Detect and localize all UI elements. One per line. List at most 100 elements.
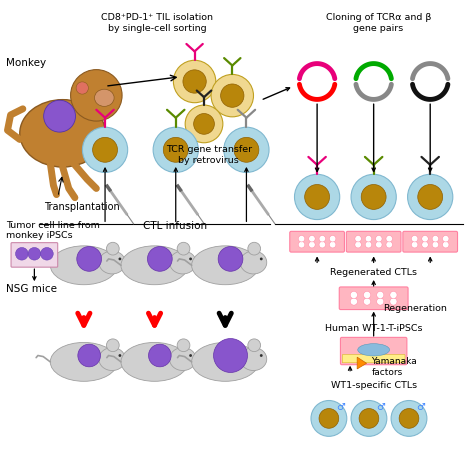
Text: WT1-specific CTLs: WT1-specific CTLs xyxy=(330,381,417,390)
Circle shape xyxy=(375,241,382,248)
Circle shape xyxy=(361,184,386,210)
Circle shape xyxy=(177,242,190,255)
Circle shape xyxy=(16,247,28,260)
FancyBboxPatch shape xyxy=(339,287,408,310)
Circle shape xyxy=(76,82,88,94)
Circle shape xyxy=(183,70,206,93)
Circle shape xyxy=(399,409,419,428)
Text: ♂: ♂ xyxy=(336,402,345,412)
Circle shape xyxy=(359,409,379,428)
Circle shape xyxy=(375,236,382,242)
Circle shape xyxy=(44,100,75,132)
Circle shape xyxy=(41,247,53,260)
Circle shape xyxy=(390,298,397,305)
Circle shape xyxy=(365,236,372,242)
Text: Regeneration: Regeneration xyxy=(383,304,447,313)
Circle shape xyxy=(177,339,190,352)
FancyBboxPatch shape xyxy=(11,243,58,267)
Circle shape xyxy=(107,242,119,255)
Circle shape xyxy=(390,292,397,299)
Circle shape xyxy=(211,74,254,117)
Circle shape xyxy=(422,236,428,242)
Text: TCR gene transfer
by retrovirus: TCR gene transfer by retrovirus xyxy=(166,145,252,164)
Circle shape xyxy=(28,247,41,260)
Circle shape xyxy=(305,184,329,210)
Text: ♂: ♂ xyxy=(416,402,425,412)
Ellipse shape xyxy=(170,347,196,371)
Circle shape xyxy=(294,174,340,219)
Ellipse shape xyxy=(99,251,126,274)
Circle shape xyxy=(260,257,263,260)
Circle shape xyxy=(386,236,392,242)
Text: Transplantation: Transplantation xyxy=(44,201,119,212)
Circle shape xyxy=(248,242,261,255)
Circle shape xyxy=(77,246,101,271)
Circle shape xyxy=(355,236,361,242)
Circle shape xyxy=(92,137,118,162)
Circle shape xyxy=(153,127,198,173)
Circle shape xyxy=(148,344,171,367)
Text: CTL infusion: CTL infusion xyxy=(143,220,207,230)
FancyBboxPatch shape xyxy=(340,337,407,365)
Circle shape xyxy=(364,298,371,305)
Polygon shape xyxy=(357,357,366,369)
Circle shape xyxy=(377,292,384,299)
Text: Yamanaka
factors: Yamanaka factors xyxy=(371,357,417,376)
Ellipse shape xyxy=(191,246,259,285)
Text: CD8⁺PD-1⁺ TIL isolation
by single-cell sorting: CD8⁺PD-1⁺ TIL isolation by single-cell s… xyxy=(101,13,213,33)
Circle shape xyxy=(411,236,418,242)
Ellipse shape xyxy=(358,344,390,356)
Circle shape xyxy=(408,174,453,219)
Circle shape xyxy=(260,354,263,357)
Circle shape xyxy=(311,401,347,437)
FancyBboxPatch shape xyxy=(346,231,401,252)
Ellipse shape xyxy=(121,342,188,381)
Ellipse shape xyxy=(50,246,118,285)
Ellipse shape xyxy=(240,347,267,371)
Circle shape xyxy=(189,354,192,357)
Circle shape xyxy=(350,292,357,299)
Text: Tumor cell line from
monkey iPSCs: Tumor cell line from monkey iPSCs xyxy=(6,220,100,240)
Circle shape xyxy=(386,241,392,248)
Circle shape xyxy=(218,246,243,271)
Circle shape xyxy=(329,236,336,242)
Ellipse shape xyxy=(20,100,106,167)
Circle shape xyxy=(350,298,357,305)
Circle shape xyxy=(443,236,449,242)
Circle shape xyxy=(164,137,188,162)
Circle shape xyxy=(432,236,438,242)
Circle shape xyxy=(377,298,384,305)
Circle shape xyxy=(364,292,371,299)
Circle shape xyxy=(298,241,305,248)
Circle shape xyxy=(443,241,449,248)
Circle shape xyxy=(78,344,100,367)
Circle shape xyxy=(118,257,121,260)
Circle shape xyxy=(319,241,326,248)
FancyBboxPatch shape xyxy=(342,355,405,363)
Circle shape xyxy=(107,339,119,352)
Text: Regenerated CTLs: Regenerated CTLs xyxy=(330,268,417,277)
Circle shape xyxy=(351,401,387,437)
Circle shape xyxy=(118,354,121,357)
Text: ♂: ♂ xyxy=(376,402,385,412)
Circle shape xyxy=(194,114,214,134)
Text: Cloning of TCRα and β
gene pairs: Cloning of TCRα and β gene pairs xyxy=(326,13,431,33)
Circle shape xyxy=(351,174,396,219)
Ellipse shape xyxy=(191,342,259,381)
Circle shape xyxy=(319,409,339,428)
FancyBboxPatch shape xyxy=(403,231,457,252)
Circle shape xyxy=(185,105,223,143)
Circle shape xyxy=(214,338,247,373)
Circle shape xyxy=(355,241,361,248)
Circle shape xyxy=(220,84,244,107)
Ellipse shape xyxy=(94,89,114,106)
Circle shape xyxy=(365,241,372,248)
Circle shape xyxy=(82,127,128,173)
Circle shape xyxy=(391,401,427,437)
Circle shape xyxy=(224,127,269,173)
Circle shape xyxy=(411,241,418,248)
Circle shape xyxy=(147,246,172,271)
Circle shape xyxy=(248,339,261,352)
Circle shape xyxy=(319,236,326,242)
Circle shape xyxy=(422,241,428,248)
